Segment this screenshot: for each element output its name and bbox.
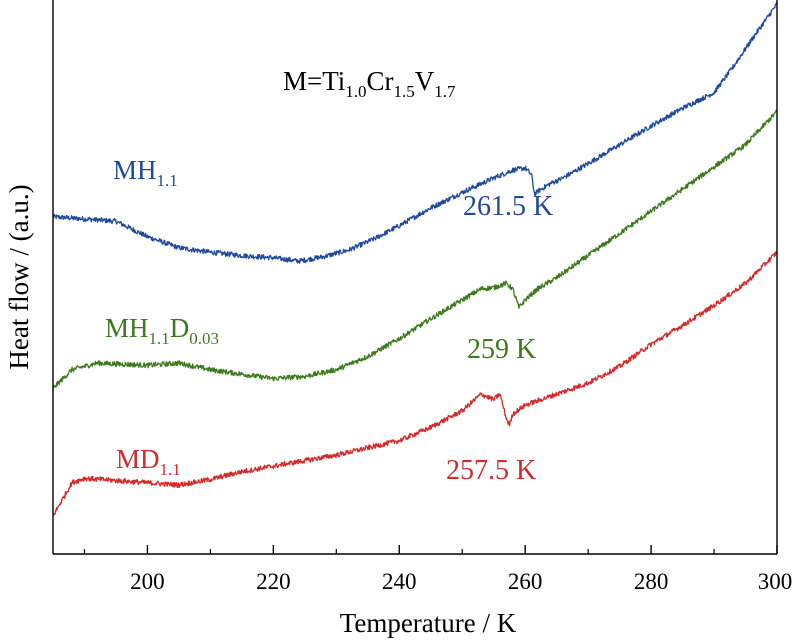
transition-label-mhd: 259 K [467, 334, 536, 365]
x-tick-label: 260 [508, 569, 543, 594]
series-label-md: MD1.1 [116, 444, 181, 479]
x-ticks: 200 220 240 260 280 300 [83, 545, 793, 594]
x-tick-label: 220 [256, 569, 291, 594]
series-line-1 [53, 109, 777, 390]
y-axis-title: Heat flow / (a.u.) [4, 184, 34, 369]
x-tick-label: 300 [758, 569, 793, 594]
series-label-mh: MH1.1 [113, 155, 178, 190]
x-axis-title: Temperature / K [340, 608, 517, 638]
series-label-mhd: MH1.1D0.03 [105, 313, 219, 348]
series-line-2 [53, 251, 777, 516]
axes: 200 220 240 260 280 300 [52, 0, 793, 594]
x-tick-label: 200 [130, 569, 165, 594]
x-tick-label: 280 [634, 569, 669, 594]
formula-label: M=Ti1.0Cr1.5V1.7 [283, 66, 456, 101]
x-tick-label: 240 [382, 569, 417, 594]
series-line-0 [53, 2, 777, 264]
transition-label-md: 257.5 K [446, 455, 536, 486]
transition-label-mh: 261.5 K [463, 191, 553, 222]
series-layer [53, 2, 777, 516]
